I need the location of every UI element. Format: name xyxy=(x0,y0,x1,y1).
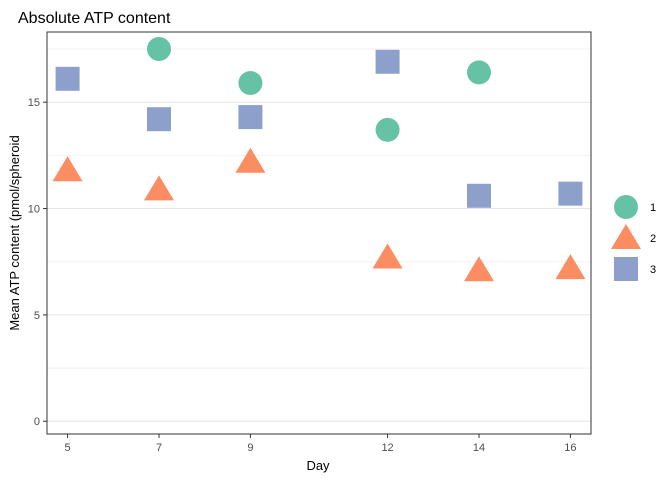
data-point-series-2 xyxy=(372,243,403,269)
legend-key-1 xyxy=(614,195,638,219)
data-point-series-2 xyxy=(464,256,494,282)
data-point-series-2 xyxy=(235,147,266,173)
data-point-series-2 xyxy=(144,175,174,201)
data-point-series-3 xyxy=(238,105,263,130)
x-tick-label: 12 xyxy=(381,442,393,454)
y-tick-label: 5 xyxy=(34,310,40,322)
data-point-series-1 xyxy=(147,37,171,62)
data-point-series-1 xyxy=(375,117,400,142)
x-axis-label: Day xyxy=(306,458,330,473)
y-axis-ticks: 0 5 10 15 xyxy=(28,97,47,428)
data-points xyxy=(52,37,586,282)
y-tick-label: 15 xyxy=(28,97,40,109)
data-point-series-1 xyxy=(467,60,491,85)
data-point-series-3 xyxy=(558,181,583,206)
data-point-series-3 xyxy=(147,107,171,132)
data-point-series-2 xyxy=(52,156,83,182)
data-point-series-2 xyxy=(555,254,586,280)
y-axis-label: Mean ATP content (pmol/spheroid xyxy=(7,135,22,330)
x-tick-label: 16 xyxy=(564,442,576,454)
x-tick-label: 7 xyxy=(156,442,162,454)
legend-label-1: 1 xyxy=(650,202,656,214)
x-tick-label: 14 xyxy=(473,442,485,454)
data-point-series-3 xyxy=(375,49,400,74)
x-tick-label: 9 xyxy=(247,442,253,454)
legend-label-3: 3 xyxy=(650,264,656,276)
legend-label-2: 2 xyxy=(650,233,656,245)
gridlines xyxy=(47,48,591,422)
x-tick-label: 5 xyxy=(65,442,71,454)
plot-panel-border xyxy=(46,31,592,435)
y-tick-label: 10 xyxy=(28,204,40,216)
legend-key-3 xyxy=(614,257,638,281)
data-point-series-3 xyxy=(55,66,80,91)
x-axis-ticks: 5 7 9 12 14 16 xyxy=(65,434,577,454)
legend-key-2 xyxy=(611,224,641,249)
y-tick-label: 0 xyxy=(34,416,40,428)
chart-title: Absolute ATP content xyxy=(18,10,171,27)
legend: 1 2 3 xyxy=(611,195,656,281)
data-point-series-1 xyxy=(238,71,263,96)
data-point-series-3 xyxy=(467,183,491,208)
